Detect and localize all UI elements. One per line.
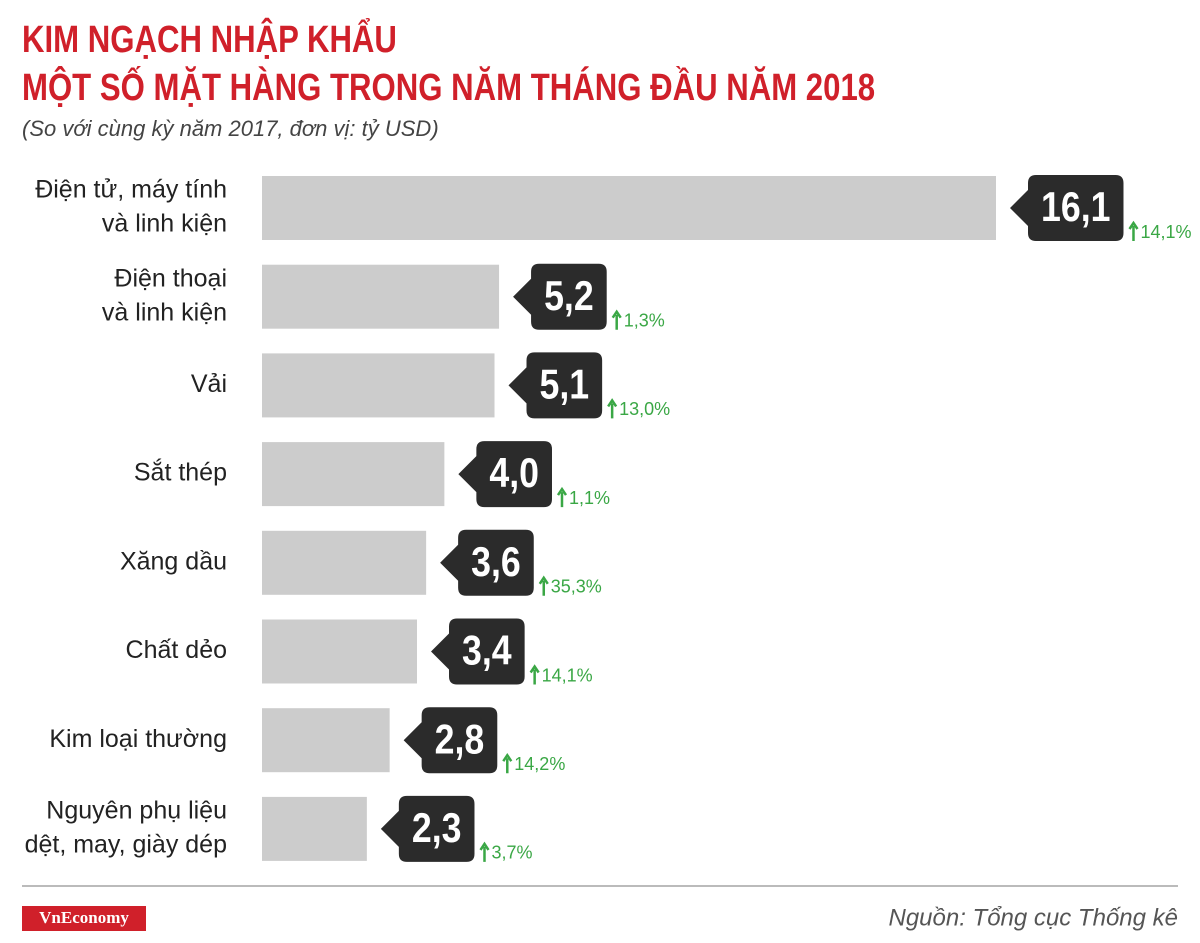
value-label: 4,0 [489, 451, 539, 497]
category-label: Điện thoại [114, 264, 227, 292]
category-label: và linh kiện [102, 210, 227, 238]
value-tag: 4,0 [458, 441, 552, 508]
value-tag-shape [440, 529, 534, 596]
growth-arrow [607, 398, 618, 419]
chart-title: KIM NGẠCH NHẬP KHẨU [22, 17, 397, 61]
growth-arrow [556, 486, 568, 508]
category-label: và linh kiện [102, 298, 227, 326]
bar [262, 442, 445, 507]
value-label: 3,6 [471, 539, 521, 585]
value-tag: 2,8 [403, 707, 498, 774]
value-label: 3,4 [462, 628, 512, 674]
value-tag: 2,3 [380, 795, 475, 862]
chart-title: MỘT SỐ MẶT HÀNG TRONG NĂM THÁNG ĐẦU NĂM … [22, 65, 875, 109]
value-label: 2,3 [412, 805, 462, 851]
value-label: 2,8 [435, 717, 485, 763]
value-tag-shape [508, 352, 603, 419]
growth-label: 3,7% [491, 843, 532, 863]
category-label: Chất dẻo [126, 636, 227, 664]
growth-arrow [529, 664, 540, 685]
value-tag-shape [431, 618, 525, 685]
growth-arrow [502, 752, 513, 774]
value-label: 5,1 [540, 362, 590, 408]
category-label: Điện tử, máy tính [35, 176, 227, 204]
bar [262, 708, 390, 773]
value-tag-shape [380, 795, 475, 862]
growth-arrow [1128, 220, 1139, 241]
category-label: Nguyên phụ liệu [46, 797, 227, 825]
value-tag-shape [1010, 175, 1124, 241]
growth-label: 1,1% [569, 488, 610, 508]
category-label: Kim loại thường [49, 725, 227, 753]
bar [262, 353, 495, 418]
growth-arrow [611, 309, 622, 330]
value-tag-shape [403, 707, 498, 774]
growth-label: 1,3% [624, 310, 665, 330]
value-label: 5,2 [544, 273, 594, 319]
value-tag: 5,1 [508, 352, 603, 419]
growth-label: 14,1% [1140, 222, 1191, 242]
value-tag: 3,4 [431, 618, 525, 685]
category-label: dệt, may, giày dép [25, 831, 227, 859]
brand-box [22, 906, 146, 931]
brand: VnEconomy [39, 908, 129, 927]
value-tag: 3,6 [440, 529, 534, 596]
value-tag: 16,1 [1010, 175, 1124, 241]
bar [262, 619, 418, 684]
value-tag-shape [458, 441, 552, 508]
bar [262, 264, 500, 329]
growth-arrow [479, 841, 490, 862]
growth-label: 14,2% [514, 754, 565, 774]
growth-arrow [538, 575, 549, 596]
category-label: Xăng dầu [120, 547, 227, 575]
bar [262, 176, 996, 240]
growth-label: 13,0% [619, 399, 670, 419]
value-tag-shape [513, 263, 607, 330]
category-label: Sắt thép [134, 458, 227, 487]
chart-subtitle: (So với cùng kỳ năm 2017, đơn vị: tỷ USD… [22, 116, 439, 141]
value-label: 16,1 [1041, 184, 1110, 230]
source: Nguồn: Tổng cục Thống kê [888, 904, 1178, 931]
growth-label: 35,3% [551, 577, 602, 597]
value-tag: 5,2 [513, 263, 607, 330]
category-label: Vải [191, 370, 227, 398]
bar [262, 796, 367, 861]
bar [262, 530, 427, 595]
growth-label: 14,1% [542, 665, 593, 685]
